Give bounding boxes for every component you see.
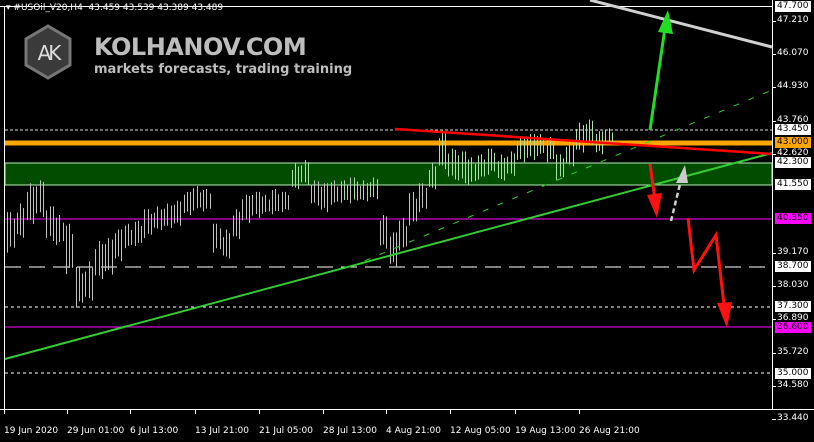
collapse-triangle-icon[interactable]: ▾ [6,3,11,13]
price-bars [7,119,613,308]
chart-header: ▾ #USOil_V20,H4 43.459 43.539 43.389 43.… [6,3,223,13]
price-tick-label: 47.210 [777,15,809,26]
logo-text: AK [37,41,62,65]
gray-dashed-up-arrow [669,165,688,222]
red-down-arrow [647,163,662,218]
brand-name: KOLHANOV.COM [94,33,307,61]
red-zigzag-arrow [686,217,732,328]
upper-trendline[interactable] [589,0,773,49]
time-tick-label: 21 Jul 05:00 [259,426,313,436]
time-tick-label: 19 Aug 13:00 [515,426,576,436]
level-price-label: 35.000 [775,367,811,379]
rising-channel-line[interactable] [349,89,773,268]
level-price-label: 43.450 [775,123,811,135]
falling-resistance-line[interactable] [394,127,773,156]
time-tick-label: 19 Jun 2020 [4,426,59,436]
price-tick-label: 43.760 [777,114,809,125]
ohlc-readout: 43.459 43.539 43.389 43.489 [88,3,224,13]
time-tick-label: 6 Jul 13:00 [130,426,179,436]
symbol-label: #USOil_V20,H4 [13,3,83,13]
price-tick-label: 46.070 [777,48,809,59]
time-tick-label: 29 Jun 01:00 [67,426,125,436]
time-tick-label: 4 Aug 21:00 [386,426,441,436]
level-price-label: 47.700 [775,1,811,12]
rising-trendline[interactable] [4,152,773,360]
level-price-label: 40.350 [775,213,811,225]
price-tick-label: 36.890 [777,313,809,324]
price-tick-label: 44.930 [777,81,809,92]
level-price-label: 38.700 [775,261,811,273]
watermark-logo [24,24,72,80]
price-tick-label: 42.620 [777,147,809,158]
level-price-label: 36.600 [775,321,811,333]
time-tick-label: 12 Aug 05:00 [450,426,511,436]
price-tick-label: 39.170 [777,247,809,258]
level-price-label: 43.000 [775,136,811,148]
time-tick-label: 28 Jul 13:00 [323,426,377,436]
support-zone [4,162,773,186]
level-price-label: 41.550 [775,178,811,190]
level-price-label: 37.300 [775,301,811,313]
price-tick-label: 35.720 [777,347,809,358]
price-tick-label: 38.030 [777,280,809,291]
time-tick-label: 13 Jul 21:00 [195,426,249,436]
brand-tagline: markets forecasts, trading training [94,62,353,77]
time-tick-label: 26 Aug 21:00 [579,426,640,436]
price-tick-label: 34.580 [777,380,809,391]
level-price-label: 42.300 [775,157,811,169]
green-up-arrow [648,10,673,131]
price-tick-label: 33.440 [777,413,809,423]
